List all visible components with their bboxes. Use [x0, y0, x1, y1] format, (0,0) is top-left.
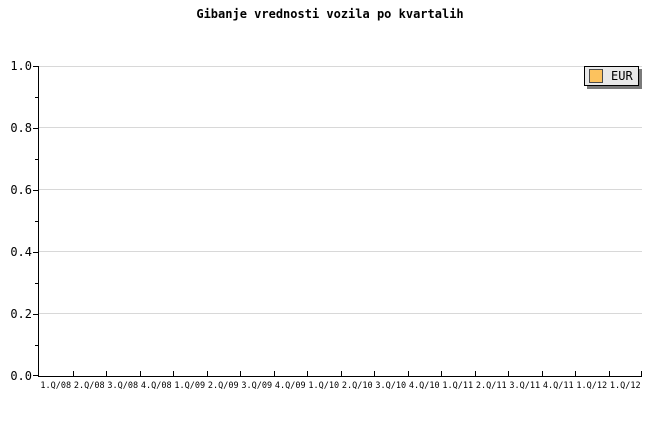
legend-series-label: EUR — [611, 69, 633, 83]
x-axis-tick-label: 3.Q/11 — [509, 381, 541, 391]
y-axis-tick-label: 0.4 — [10, 245, 32, 259]
x-axis-tick — [173, 371, 174, 376]
x-axis-tick-label: 2.Q/11 — [475, 381, 507, 391]
x-axis-tick-label: 1.Q/09 — [174, 381, 206, 391]
x-axis-tick — [441, 371, 442, 376]
y-axis-tick-label: 0.0 — [10, 369, 32, 383]
y-axis-tick-label: 0.8 — [10, 121, 32, 135]
x-axis-tick — [106, 371, 107, 376]
y-axis-tick-label: 1.0 — [10, 59, 32, 73]
x-axis-tick-label: 2.Q/09 — [207, 381, 239, 391]
y-axis-tick-label: 0.2 — [10, 307, 32, 321]
x-axis-tick — [542, 371, 543, 376]
x-axis-tick — [140, 371, 141, 376]
y-axis-minor-tick — [35, 97, 38, 98]
legend-box: EUR — [584, 66, 639, 86]
x-axis-tick-label: 1.Q/12 — [609, 381, 641, 391]
x-axis-tick — [508, 371, 509, 376]
x-axis-tick-label: 1.Q/08 — [40, 381, 72, 391]
x-axis-tick — [575, 371, 576, 376]
x-axis-tick — [73, 371, 74, 376]
x-axis-tick — [641, 371, 642, 376]
y-axis-major-tick — [33, 128, 38, 129]
x-axis-tick — [240, 371, 241, 376]
x-axis-tick-label: 4.Q/11 — [542, 381, 574, 391]
x-axis-tick — [307, 371, 308, 376]
x-axis-tick — [341, 371, 342, 376]
y-axis-major-tick — [33, 314, 38, 315]
x-axis-tick-label: 1.Q/11 — [442, 381, 474, 391]
y-axis-minor-tick — [35, 345, 38, 346]
x-axis-tick-label: 4.Q/08 — [140, 381, 172, 391]
y-axis-major-tick — [33, 252, 38, 253]
x-axis-tick — [475, 371, 476, 376]
y-gridline — [39, 127, 642, 128]
y-gridline — [39, 313, 642, 314]
x-axis-tick-label: 2.Q/10 — [341, 381, 373, 391]
legend-series-swatch-icon — [589, 69, 603, 83]
y-axis-minor-tick — [35, 283, 38, 284]
y-axis-tick-label: 0.6 — [10, 183, 32, 197]
x-axis-tick-label: 4.Q/09 — [274, 381, 306, 391]
x-axis-tick-label: 1.Q/12 — [576, 381, 608, 391]
chart-title: Gibanje vrednosti vozila po kvartalih — [196, 7, 464, 21]
x-axis-tick — [374, 371, 375, 376]
y-axis-major-tick — [33, 66, 38, 67]
y-axis-major-tick — [33, 190, 38, 191]
x-axis-tick — [408, 371, 409, 376]
y-gridline — [39, 189, 642, 190]
x-axis-tick — [274, 371, 275, 376]
x-axis-tick-label: 3.Q/09 — [241, 381, 273, 391]
y-gridline — [39, 251, 642, 252]
y-gridline — [39, 66, 642, 67]
x-axis-tick-label: 2.Q/08 — [73, 381, 105, 391]
y-axis-minor-tick — [35, 221, 38, 222]
y-axis-major-tick — [33, 375, 38, 376]
plot-area: 0.0 0.2 0.4 0.6 0.8 1.0 1.Q/08 2.Q/08 3.Q/08 4.Q/… — [10, 59, 642, 391]
x-axis-tick — [609, 371, 610, 376]
x-axis-tick-label: 4.Q/10 — [408, 381, 440, 391]
x-axis-tick-label: 3.Q/08 — [107, 381, 139, 391]
x-axis-tick-label: 3.Q/10 — [375, 381, 407, 391]
y-axis-minor-tick — [35, 159, 38, 160]
x-axis-tick — [207, 371, 208, 376]
x-axis-tick-label: 1.Q/10 — [308, 381, 340, 391]
